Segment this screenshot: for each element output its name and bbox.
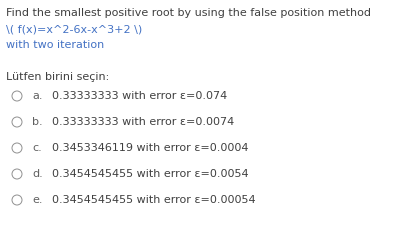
Text: e.: e. <box>32 195 42 205</box>
Text: 0.3453346119 with error ε=0.0004: 0.3453346119 with error ε=0.0004 <box>52 143 248 153</box>
Text: c.: c. <box>32 143 42 153</box>
Text: \( f(x)=x^2-6x-x^3+2 \): \( f(x)=x^2-6x-x^3+2 \) <box>6 24 142 34</box>
Text: b.: b. <box>32 117 42 127</box>
Text: d.: d. <box>32 169 43 179</box>
Text: 0.3454545455 with error ε=0.0054: 0.3454545455 with error ε=0.0054 <box>52 169 248 179</box>
Text: 0.3454545455 with error ε=0.00054: 0.3454545455 with error ε=0.00054 <box>52 195 256 205</box>
Text: 0.33333333 with error ε=0.074: 0.33333333 with error ε=0.074 <box>52 91 227 101</box>
Text: 0.33333333 with error ε=0.0074: 0.33333333 with error ε=0.0074 <box>52 117 234 127</box>
Text: with two iteration: with two iteration <box>6 40 104 50</box>
Text: Lütfen birini seçin:: Lütfen birini seçin: <box>6 72 109 82</box>
Text: a.: a. <box>32 91 42 101</box>
Text: Find the smallest positive root by using the false position method: Find the smallest positive root by using… <box>6 8 371 18</box>
